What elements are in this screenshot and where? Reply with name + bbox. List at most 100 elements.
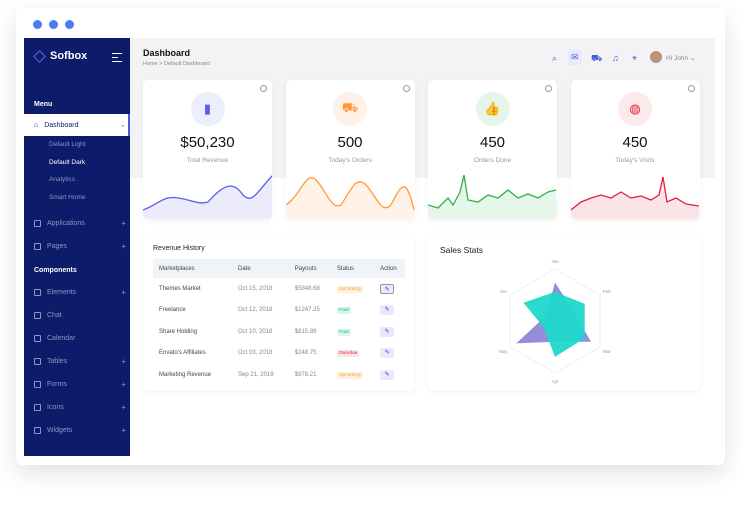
breadcrumb[interactable]: Home > Default Dashboard [143,61,210,67]
stat-label: Today's Visits [615,157,655,164]
stat-label: Today's Orders [328,157,372,164]
status-badge: Upcoming [337,371,363,379]
edit-button[interactable]: ✎ [380,348,395,359]
sidebar-subitem[interactable]: Default Light [49,141,86,148]
info-icon[interactable] [687,85,695,92]
column-header: Marketplaces [153,259,233,278]
sidebar-item[interactable]: Forms + [24,373,130,395]
radar-chart: Jan Feb Mar Apr May Jun [499,259,611,384]
menu-icon [34,311,41,319]
info-icon[interactable] [402,85,410,92]
menu-icon [34,380,41,388]
stat-value: $50,230 [180,134,235,151]
table-row: Freelance Oct 12, 2018 $1247.25 Paid ✎ [153,300,405,322]
edit-button[interactable]: ✎ [380,305,395,316]
sidebar-subitem[interactable]: Analytics [49,176,76,183]
stat-label: Orders Done [473,157,512,164]
stat-card: ⛟ 500 Today's Orders [285,80,415,219]
axis-label: Feb [603,289,611,294]
bell-icon[interactable]: ♫ [612,53,619,63]
stat-card: ◍ 450 Today's Visits [570,80,700,219]
sidebar-item-dashboard[interactable]: ⌂ Dashboard - [24,114,130,136]
thumbs-up-icon: 👍 [475,92,510,126]
sidebar-subitem[interactable]: Smart Home [49,193,86,201]
sidebar-item[interactable]: Elements + [24,281,130,303]
avatar[interactable] [650,51,662,63]
table-row: Envato's Affiliates Oct 03, 2018 $248.75 Ov… [153,343,405,365]
window-dot[interactable] [33,20,42,29]
edit-button[interactable]: ✎ [380,326,395,337]
stat-label: Total Revenue [186,157,229,164]
axis-label: Jan [551,259,559,264]
sidebar-item[interactable]: Widgets + [24,419,130,441]
column-header: Date [232,259,289,278]
sales-stats-card: Sales Stats Jan Feb Mar Apr May Jun [428,233,700,391]
radar-grid [509,268,601,374]
sidebar-item[interactable]: Icons + [24,396,130,418]
status-badge: Overdue [337,350,360,358]
sidebar-subitem[interactable]: Default Dark [49,158,86,166]
window-dot[interactable] [65,20,74,29]
status-badge: Paid [337,328,351,336]
info-icon[interactable] [260,85,267,92]
edit-button[interactable]: ✎ [380,283,395,294]
revenue-history-card: Revenue History Marketplaces Date Payouts S… [143,233,414,391]
sparkline [570,176,700,219]
window-dot[interactable] [49,20,58,29]
revenue-table: Marketplaces Date Payouts Status Action Theme… [153,259,405,386]
menu-icon [34,403,41,411]
sidebar-item[interactable]: Applications + [24,212,130,234]
column-header: Action [374,259,405,278]
page-title: Dashboard [143,48,191,58]
menu-toggle-icon[interactable] [112,53,122,64]
stat-card: ▮ $50,230 Total Revenue [143,80,272,219]
cart-icon: ⛟ [333,92,367,126]
sidebar: Sofbox Menu ⌂ Dashboard - Default Light Def… [24,38,130,456]
card-title: Sales Stats [440,245,483,255]
bar-chart-icon: ▮ [190,92,225,126]
logo[interactable]: Sofbox [33,49,87,63]
axis-label: Apr [551,379,559,384]
menu-icon [34,357,41,365]
radar-series-1 [523,291,585,357]
card-title: Revenue History [153,245,205,252]
stat-value: 450 [479,134,506,151]
stat-card: 👍 450 Orders Done [428,80,557,219]
menu-icon [34,334,41,342]
axis-label: Mar [603,349,611,354]
sparkline [143,175,272,219]
crosshair-icon[interactable]: ⌖ [632,53,638,63]
home-icon: ⌂ [34,121,39,129]
menu-icon [34,288,41,296]
axis-label: May [499,349,508,354]
column-header: Payouts [288,259,332,278]
table-row: Marketing Revenue Sep 21, 2018 $978.21 Upco… [153,364,405,386]
sparkline [428,174,557,219]
menu-icon [34,426,41,434]
globe-icon: ◍ [618,92,652,126]
table-row: Themes Market Oct 15, 2018 $5848.68 Upcomin… [153,278,405,300]
sidebar-item[interactable]: Chat [24,304,130,326]
sidebar-item[interactable]: Tables + [24,350,130,372]
logo-icon [33,49,46,63]
sidebar-item[interactable]: Calendar [24,327,130,349]
menu-icon [34,242,41,250]
stat-value: 450 [622,134,648,151]
sparkline [285,177,415,219]
info-icon[interactable] [545,85,552,92]
main-content: Dashboard Home > Default Dashboard ⌕ ✉ ⛟… [130,38,715,456]
cart-icon[interactable]: ⛟ [591,53,603,63]
axis-label: Jun [500,289,508,294]
search-icon[interactable]: ⌕ [552,53,558,63]
sidebar-item[interactable]: Pages + [24,235,130,257]
menu-heading: Menu [34,101,53,108]
user-menu[interactable]: Hi John ⌄ [666,55,696,62]
edit-button[interactable]: ✎ [380,369,395,380]
menu-icon [34,219,41,227]
column-header: Status [331,259,375,278]
table-row: Share Holding Oct 10, 2018 $815.89 Paid ✎ [153,321,405,343]
mail-icon[interactable]: ✉ [568,50,582,65]
stat-value: 500 [337,134,363,151]
status-badge: Upcoming [337,285,363,293]
components-heading: Components [34,267,77,274]
